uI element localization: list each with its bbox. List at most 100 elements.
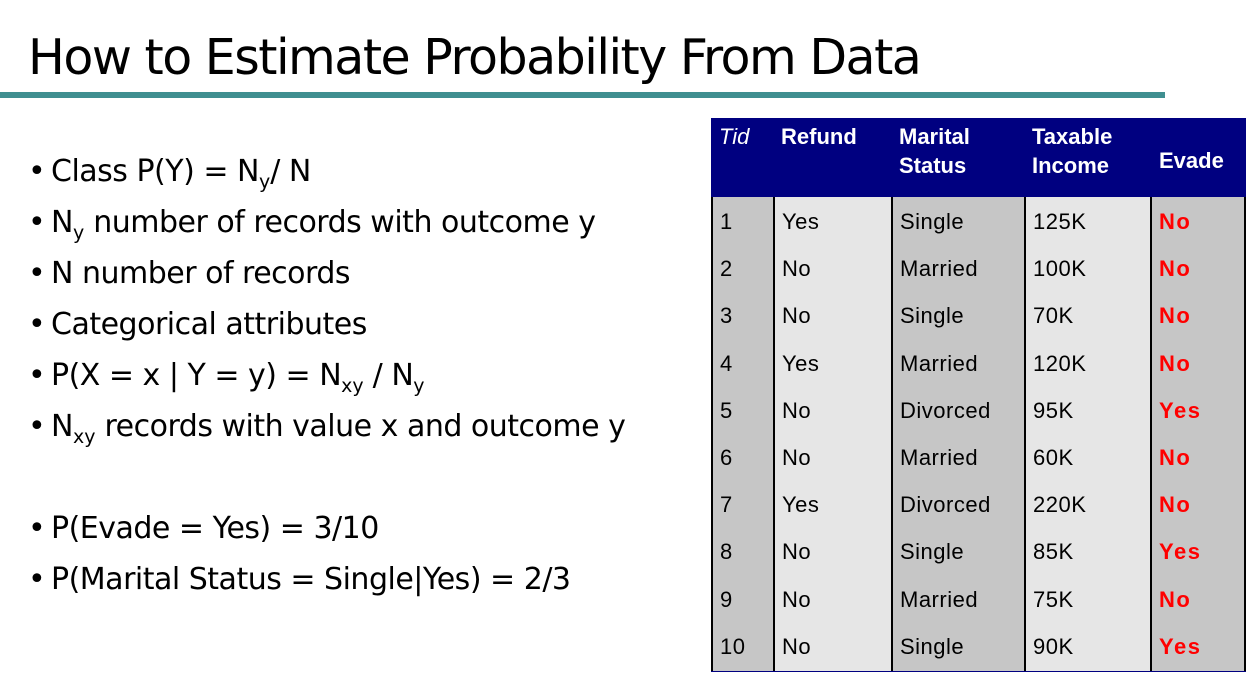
table-column-bg: [893, 197, 1024, 671]
table-cell: Married: [900, 350, 979, 376]
table-cell: 75K: [1033, 586, 1074, 612]
bullet-dot: •: [28, 256, 46, 291]
table-cell: 100K: [1033, 256, 1087, 282]
bullet-text: P(Marital Status = Single|Yes) = 2/3: [51, 562, 571, 597]
table-cell: No: [782, 397, 812, 423]
table-cell: 6: [720, 445, 733, 470]
table-cell: Divorced: [900, 397, 991, 423]
subscript: y: [413, 375, 425, 397]
table-cell: 220K: [1033, 492, 1087, 518]
bullet-dot: •: [28, 358, 46, 393]
bullet-item: • P(Evade = Yes) = 3/10: [28, 509, 379, 549]
table-column-divider: [1244, 197, 1246, 671]
table-cell: 7: [720, 492, 733, 518]
table-cell: 5: [720, 397, 733, 423]
table-cell: Married: [900, 445, 979, 470]
bullet-dot: •: [28, 307, 46, 342]
table-cell: 120K: [1033, 350, 1087, 376]
table-header-tid: Tid: [719, 124, 750, 149]
bullet-item: • P(X = x | Y = y) = Nxy / Ny: [28, 356, 425, 396]
bullet-text: / N: [363, 358, 414, 393]
subscript: y: [72, 222, 85, 244]
table-cell: No: [1159, 350, 1192, 376]
table-cell: 4: [720, 350, 733, 376]
bullet-text: Categorical attributes: [51, 307, 367, 342]
table-column-divider: [1150, 197, 1152, 671]
table-cell: 85K: [1033, 539, 1074, 565]
table-cell: Single: [900, 303, 965, 329]
table-cell: No: [782, 256, 812, 282]
table-cell: Yes: [1159, 633, 1202, 659]
subscript: xy: [72, 426, 96, 448]
table-column-bg: [1152, 197, 1246, 671]
bullet-text: records with value x and outcome y: [95, 409, 626, 444]
table-cell: 70K: [1033, 303, 1074, 329]
table-cell: 8: [720, 539, 733, 565]
table-cell: No: [1159, 256, 1192, 282]
table-column-divider: [891, 197, 893, 671]
table-cell: 10: [720, 633, 746, 659]
table-cell: Divorced: [900, 492, 991, 518]
table-cell: 9: [720, 586, 733, 612]
table-cell: No: [782, 303, 812, 329]
bullet-item: • Categorical attributes: [28, 305, 367, 345]
bullet-text: N: [51, 205, 73, 240]
table-cell: 1: [720, 209, 733, 234]
table-cell: Married: [900, 586, 979, 612]
bullet-text: Class P(Y) = N: [51, 154, 259, 189]
bullet-item: • Class P(Y) = Ny/ N: [28, 152, 311, 192]
table-cell: Single: [900, 209, 965, 234]
bullet-text: P(X = x | Y = y) = N: [51, 358, 342, 393]
bullet-dot: •: [28, 154, 46, 189]
table-cell: No: [1159, 445, 1192, 470]
table-cell: No: [782, 445, 812, 470]
table-cell: 60K: [1033, 445, 1074, 470]
table-cell: Yes: [1159, 539, 1202, 565]
bullet-item: • P(Marital Status = Single|Yes) = 2/3: [28, 560, 571, 600]
table-cell: 125K: [1033, 209, 1087, 234]
bullet-text: N: [51, 409, 73, 444]
table-cell: No: [1159, 209, 1192, 234]
table-cell: No: [782, 633, 812, 659]
table-cell: Yes: [782, 492, 820, 518]
table-cell: Married: [900, 256, 979, 282]
table-cell: No: [1159, 303, 1192, 329]
bullet-text: / N: [270, 154, 311, 189]
table-header-taxable: Taxable Income: [1032, 124, 1113, 178]
table-cell: 2: [720, 256, 733, 282]
table-cell: 90K: [1033, 633, 1074, 659]
table-column-bg: [713, 197, 773, 671]
bullet-list: • Class P(Y) = Ny/ N • Ny number of records…: [28, 0, 688, 684]
slide-title: How to Estimate Probability From Data: [28, 29, 922, 86]
bullet-item: • N number of records: [28, 254, 351, 294]
bullet-text: P(Evade = Yes) = 3/10: [51, 511, 379, 546]
table-column-bg: [1026, 197, 1150, 671]
table-cell: Single: [900, 633, 965, 659]
table-cell: Yes: [782, 350, 820, 376]
bullet-dot: •: [28, 205, 46, 240]
table-cell: Single: [900, 539, 965, 565]
table-cell: 95K: [1033, 397, 1074, 423]
table-cell: No: [782, 586, 812, 612]
table-column-bg: [775, 197, 891, 671]
bullet-item: • Ny number of records with outcome y: [28, 203, 596, 244]
table-cell: No: [1159, 492, 1192, 518]
subscript: y: [258, 171, 271, 193]
table-cell: Yes: [1159, 397, 1202, 423]
table-cell: No: [1159, 586, 1192, 612]
bullet-text: N number of records: [51, 256, 351, 291]
table-header-marital: Marital Status: [899, 124, 970, 178]
bullet-text: number of records with outcome y: [84, 205, 596, 240]
table-column-divider: [711, 197, 713, 671]
bullet-dot: •: [28, 409, 46, 444]
bullet-dot: •: [28, 562, 46, 597]
bullet-dot: •: [28, 511, 46, 546]
table-cell: Yes: [782, 209, 820, 234]
table-cell: No: [782, 539, 812, 565]
table-column-divider: [773, 197, 775, 671]
table-column-divider: [1024, 197, 1026, 671]
bullet-item: • Nxy records with value x and outcome y: [28, 407, 626, 448]
table-header-evade: Evade: [1159, 148, 1224, 173]
table-cell: 3: [720, 303, 733, 329]
title-underline: [0, 92, 1165, 98]
